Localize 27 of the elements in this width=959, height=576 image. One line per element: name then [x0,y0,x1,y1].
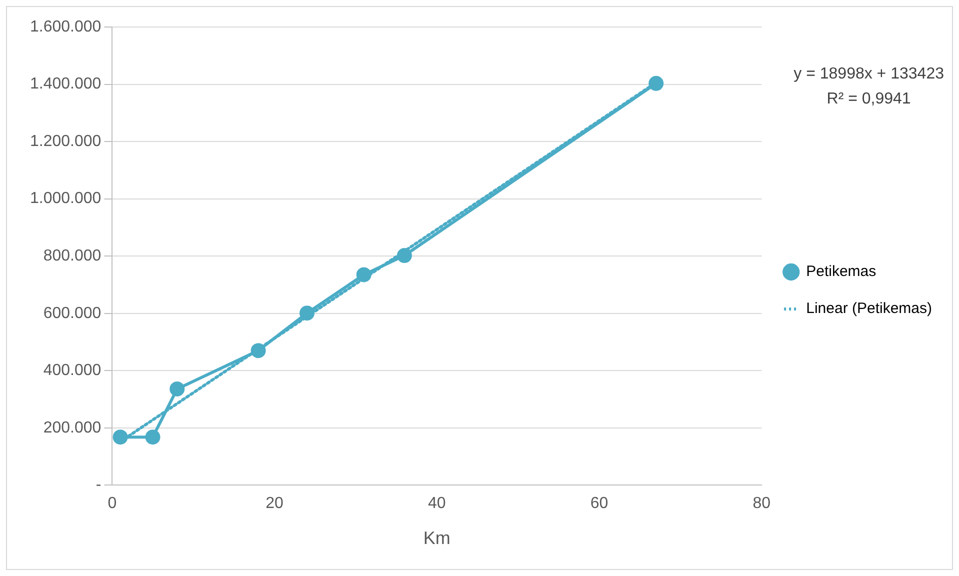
x-axis-title: Km [423,528,450,548]
y-tick-label: 800.000 [43,248,102,265]
point [648,76,664,91]
point [112,430,128,445]
x-tick-label: 20 [266,495,284,512]
point [396,248,412,264]
x-tick-label: 80 [752,495,771,512]
point [250,343,266,358]
point [170,381,185,396]
point [300,306,315,321]
y-tick-label: 1.600.000 [30,18,102,36]
y-tick-label: - [96,476,102,494]
x-tick-label: 40 [428,495,446,512]
legend-label: Linear (Petikemas) [806,300,932,318]
y-tick-label: 400.000 [43,362,102,380]
x-tick-label: 0 [108,495,117,512]
y-tick-label: 200.000 [43,419,102,436]
y-tick-label: 1.000.000 [30,190,102,208]
point [145,430,160,445]
point [356,267,372,282]
y-tick-label: 1.400.000 [30,76,102,93]
y-tick-label: 1.200.000 [30,132,102,150]
text: R² = 0,9941 [826,90,911,108]
text: y = 18998x + 133423 [794,65,944,82]
x-tick-label: 60 [590,495,608,512]
y-tick-label: 600.000 [43,304,102,322]
legend-label: Petikemas [806,263,876,280]
